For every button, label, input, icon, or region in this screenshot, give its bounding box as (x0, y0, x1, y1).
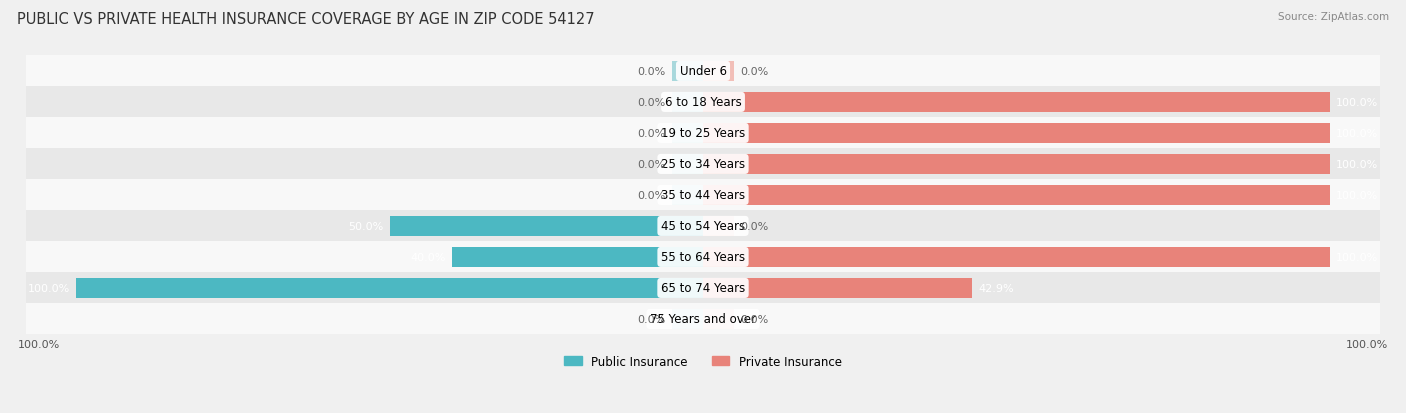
Text: 0.0%: 0.0% (637, 97, 665, 108)
Bar (27, 149, 1379, 180)
Bar (76, 279, 703, 298)
Bar (27, 304, 1379, 335)
Text: 35 to 44 Years: 35 to 44 Years (661, 189, 745, 202)
Bar (672, 186, 703, 205)
Text: 25 to 34 Years: 25 to 34 Years (661, 158, 745, 171)
Text: Source: ZipAtlas.com: Source: ZipAtlas.com (1278, 12, 1389, 22)
Text: 100.0%: 100.0% (1336, 159, 1378, 169)
Bar (27, 56, 1379, 87)
Text: PUBLIC VS PRIVATE HEALTH INSURANCE COVERAGE BY AGE IN ZIP CODE 54127: PUBLIC VS PRIVATE HEALTH INSURANCE COVER… (17, 12, 595, 27)
Bar (703, 248, 1330, 267)
Text: 75 Years and over: 75 Years and over (650, 313, 756, 325)
Text: 100.0%: 100.0% (1336, 128, 1378, 139)
Text: 50.0%: 50.0% (349, 221, 384, 231)
Bar (27, 211, 1379, 242)
Text: 0.0%: 0.0% (741, 314, 769, 324)
Text: 100.0%: 100.0% (1336, 252, 1378, 262)
Text: 42.9%: 42.9% (979, 283, 1014, 293)
Bar (703, 310, 734, 329)
Bar (27, 242, 1379, 273)
Bar (672, 124, 703, 143)
Text: 6 to 18 Years: 6 to 18 Years (665, 96, 741, 109)
Legend: Public Insurance, Private Insurance: Public Insurance, Private Insurance (564, 355, 842, 368)
Text: Under 6: Under 6 (679, 65, 727, 78)
Bar (453, 248, 703, 267)
Bar (703, 186, 1330, 205)
Text: 45 to 54 Years: 45 to 54 Years (661, 220, 745, 233)
Text: 55 to 64 Years: 55 to 64 Years (661, 251, 745, 264)
Text: 0.0%: 0.0% (637, 128, 665, 139)
Bar (27, 118, 1379, 149)
Text: 100.0%: 100.0% (28, 283, 70, 293)
Text: 0.0%: 0.0% (741, 221, 769, 231)
Bar (703, 155, 1330, 174)
Text: 0.0%: 0.0% (741, 67, 769, 77)
Text: 0.0%: 0.0% (637, 314, 665, 324)
Text: 65 to 74 Years: 65 to 74 Years (661, 282, 745, 295)
Bar (27, 87, 1379, 118)
Bar (703, 217, 734, 236)
Bar (703, 93, 1330, 112)
Text: 100.0%: 100.0% (1336, 190, 1378, 200)
Bar (27, 273, 1379, 304)
Text: 0.0%: 0.0% (637, 190, 665, 200)
Bar (703, 124, 1330, 143)
Bar (672, 93, 703, 112)
Text: 19 to 25 Years: 19 to 25 Years (661, 127, 745, 140)
Text: 0.0%: 0.0% (637, 67, 665, 77)
Bar (672, 155, 703, 174)
Text: 40.0%: 40.0% (411, 252, 446, 262)
Bar (672, 310, 703, 329)
Bar (672, 62, 703, 81)
Text: 100.0%: 100.0% (1336, 97, 1378, 108)
Bar (27, 180, 1379, 211)
Bar (389, 217, 703, 236)
Bar (703, 62, 734, 81)
Text: 0.0%: 0.0% (637, 159, 665, 169)
Bar (703, 279, 972, 298)
